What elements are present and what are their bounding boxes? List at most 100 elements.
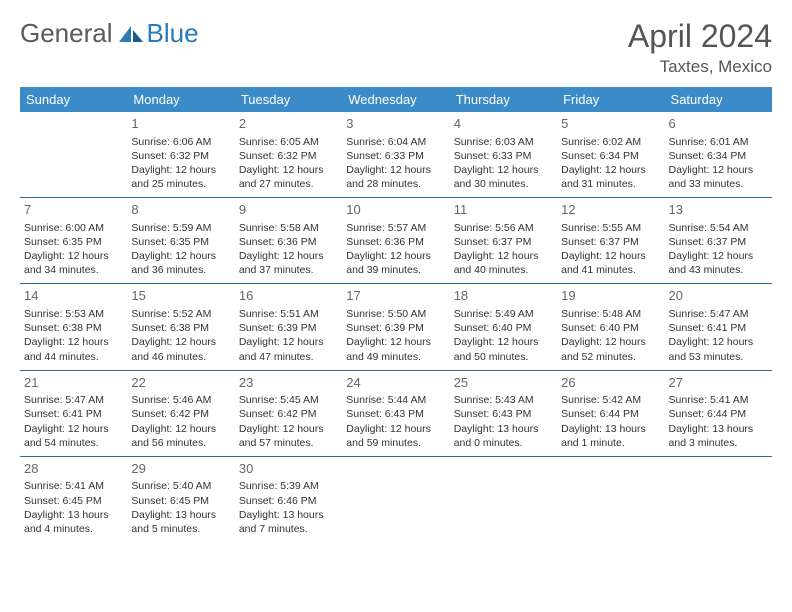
day-number: 8 [131,201,230,219]
day-details: Sunrise: 5:50 AMSunset: 6:39 PMDaylight:… [346,307,445,364]
day-number: 3 [346,115,445,133]
day-details: Sunrise: 5:56 AMSunset: 6:37 PMDaylight:… [454,221,553,278]
logo-word1: General [20,18,113,49]
day-number: 28 [24,460,123,478]
calendar-table: Sunday Monday Tuesday Wednesday Thursday… [20,87,772,542]
logo-word2: Blue [147,18,199,49]
calendar-day-cell: 23Sunrise: 5:45 AMSunset: 6:42 PMDayligh… [235,370,342,456]
title-block: April 2024 Taxtes, Mexico [628,18,772,77]
day-number: 18 [454,287,553,305]
header-saturday: Saturday [665,87,772,112]
day-details: Sunrise: 6:02 AMSunset: 6:34 PMDaylight:… [561,135,660,192]
header-sunday: Sunday [20,87,127,112]
calendar-day-cell: 19 Sunrise: 5:48 AMSunset: 6:40 PMDayligh… [557,284,664,370]
day-number: 21 [24,374,123,392]
calendar-day-cell: 12Sunrise: 5:55 AMSunset: 6:37 PMDayligh… [557,198,664,284]
day-number: 16 [239,287,338,305]
day-details: Sunrise: 5:57 AMSunset: 6:36 PMDaylight:… [346,221,445,278]
calendar-day-cell: 1 Sunrise: 6:06 AMSunset: 6:32 PMDaylight… [127,112,234,198]
day-details: Sunrise: 5:46 AMSunset: 6:42 PMDaylight:… [131,393,230,450]
day-details: Sunrise: 5:43 AMSunset: 6:43 PMDaylight:… [454,393,553,450]
location: Taxtes, Mexico [628,57,772,77]
header-monday: Monday [127,87,234,112]
day-number: 29 [131,460,230,478]
calendar-day-cell: 13Sunrise: 5:54 AMSunset: 6:37 PMDayligh… [665,198,772,284]
calendar-week-row: 7 Sunrise: 6:00 AMSunset: 6:35 PMDaylight… [20,198,772,284]
day-number: 22 [131,374,230,392]
calendar-day-cell: 16 Sunrise: 5:51 AMSunset: 6:39 PMDayligh… [235,284,342,370]
day-number: 26 [561,374,660,392]
calendar-day-cell: 29Sunrise: 5:40 AMSunset: 6:45 PMDayligh… [127,456,234,542]
day-details: Sunrise: 5:40 AMSunset: 6:45 PMDaylight:… [131,479,230,536]
day-number: 2 [239,115,338,133]
header-thursday: Thursday [450,87,557,112]
day-details: Sunrise: 5:45 AMSunset: 6:42 PMDaylight:… [239,393,338,450]
calendar-week-row: 28Sunrise: 5:41 AMSunset: 6:45 PMDayligh… [20,456,772,542]
day-details: Sunrise: 5:48 AMSunset: 6:40 PMDaylight:… [561,307,660,364]
calendar-day-cell: 6Sunrise: 6:01 AMSunset: 6:34 PMDaylight… [665,112,772,198]
calendar-day-cell: 8 Sunrise: 5:59 AMSunset: 6:35 PMDaylight… [127,198,234,284]
calendar-day-cell: 11 Sunrise: 5:56 AMSunset: 6:37 PMDayligh… [450,198,557,284]
header: General Blue April 2024 Taxtes, Mexico [20,18,772,77]
day-number: 20 [669,287,768,305]
day-number: 1 [131,115,230,133]
calendar-day-cell: 7 Sunrise: 6:00 AMSunset: 6:35 PMDaylight… [20,198,127,284]
calendar-day-cell: 21Sunrise: 5:47 AMSunset: 6:41 PMDayligh… [20,370,127,456]
calendar-day-cell: 24Sunrise: 5:44 AMSunset: 6:43 PMDayligh… [342,370,449,456]
logo-sail-icon [117,24,145,44]
calendar-day-cell: 5Sunrise: 6:02 AMSunset: 6:34 PMDaylight… [557,112,664,198]
day-details: Sunrise: 6:05 AMSunset: 6:32 PMDaylight:… [239,135,338,192]
day-details: Sunrise: 5:42 AMSunset: 6:44 PMDaylight:… [561,393,660,450]
calendar-day-cell: 25Sunrise: 5:43 AMSunset: 6:43 PMDayligh… [450,370,557,456]
calendar-day-cell: 22Sunrise: 5:46 AMSunset: 6:42 PMDayligh… [127,370,234,456]
day-details: Sunrise: 5:58 AMSunset: 6:36 PMDaylight:… [239,221,338,278]
day-details: Sunrise: 5:41 AMSunset: 6:44 PMDaylight:… [669,393,768,450]
calendar-day-cell: 14Sunrise: 5:53 AMSunset: 6:38 PMDayligh… [20,284,127,370]
day-number: 4 [454,115,553,133]
day-details: Sunrise: 6:06 AMSunset: 6:32 PMDaylight:… [131,135,230,192]
day-number: 17 [346,287,445,305]
day-details: Sunrise: 5:49 AMSunset: 6:40 PMDaylight:… [454,307,553,364]
day-number: 9 [239,201,338,219]
calendar-day-cell: 10 Sunrise: 5:57 AMSunset: 6:36 PMDayligh… [342,198,449,284]
day-details: Sunrise: 5:59 AMSunset: 6:35 PMDaylight:… [131,221,230,278]
day-number: 12 [561,201,660,219]
logo: General Blue [20,18,199,49]
day-details: Sunrise: 5:47 AMSunset: 6:41 PMDaylight:… [24,393,123,450]
day-details: Sunrise: 5:44 AMSunset: 6:43 PMDaylight:… [346,393,445,450]
calendar-day-cell: 27Sunrise: 5:41 AMSunset: 6:44 PMDayligh… [665,370,772,456]
day-details: Sunrise: 6:00 AMSunset: 6:35 PMDaylight:… [24,221,123,278]
month-title: April 2024 [628,18,772,55]
header-wednesday: Wednesday [342,87,449,112]
day-details: Sunrise: 5:39 AMSunset: 6:46 PMDaylight:… [239,479,338,536]
calendar-week-row: 21Sunrise: 5:47 AMSunset: 6:41 PMDayligh… [20,370,772,456]
day-number: 7 [24,201,123,219]
day-details: Sunrise: 5:53 AMSunset: 6:38 PMDaylight:… [24,307,123,364]
day-number: 25 [454,374,553,392]
calendar-day-cell: 20 Sunrise: 5:47 AMSunset: 6:41 PMDayligh… [665,284,772,370]
calendar-day-cell: 28Sunrise: 5:41 AMSunset: 6:45 PMDayligh… [20,456,127,542]
calendar-header-row: Sunday Monday Tuesday Wednesday Thursday… [20,87,772,112]
day-details: Sunrise: 6:04 AMSunset: 6:33 PMDaylight:… [346,135,445,192]
calendar-day-cell: 3 Sunrise: 6:04 AMSunset: 6:33 PMDaylight… [342,112,449,198]
day-number: 15 [131,287,230,305]
calendar-day-cell [665,456,772,542]
calendar-day-cell [450,456,557,542]
day-details: Sunrise: 5:47 AMSunset: 6:41 PMDaylight:… [669,307,768,364]
day-details: Sunrise: 5:41 AMSunset: 6:45 PMDaylight:… [24,479,123,536]
calendar-day-cell [342,456,449,542]
day-number: 19 [561,287,660,305]
day-number: 11 [454,201,553,219]
calendar-day-cell [557,456,664,542]
calendar-body: 1 Sunrise: 6:06 AMSunset: 6:32 PMDaylight… [20,112,772,542]
day-number: 10 [346,201,445,219]
calendar-day-cell [20,112,127,198]
day-number: 23 [239,374,338,392]
day-number: 13 [669,201,768,219]
header-friday: Friday [557,87,664,112]
day-details: Sunrise: 5:51 AMSunset: 6:39 PMDaylight:… [239,307,338,364]
header-tuesday: Tuesday [235,87,342,112]
day-number: 24 [346,374,445,392]
day-number: 6 [669,115,768,133]
calendar-day-cell: 17 Sunrise: 5:50 AMSunset: 6:39 PMDayligh… [342,284,449,370]
